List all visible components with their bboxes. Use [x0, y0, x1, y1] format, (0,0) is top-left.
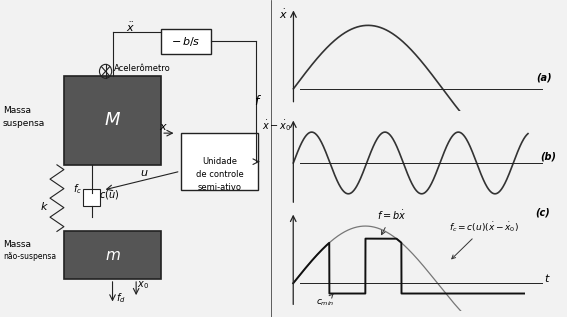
Text: semi-ativo: semi-ativo [197, 183, 242, 191]
Text: $f_d$: $f_d$ [116, 291, 126, 305]
Text: $M$: $M$ [104, 112, 121, 129]
Text: $t$: $t$ [544, 272, 551, 284]
Text: $-\,b/s$: $-\,b/s$ [171, 35, 201, 48]
Text: Massa: Massa [3, 107, 31, 115]
Text: $\dot{x}-\dot{x}_0$: $\dot{x}-\dot{x}_0$ [262, 119, 292, 133]
Text: $x$: $x$ [159, 122, 168, 132]
Text: não-suspensa: não-suspensa [3, 252, 56, 261]
Text: $c(u)$: $c(u)$ [99, 188, 119, 202]
FancyBboxPatch shape [64, 76, 161, 165]
Text: $f$: $f$ [255, 94, 263, 108]
Text: $x_0$: $x_0$ [137, 279, 149, 291]
Text: suspensa: suspensa [3, 119, 45, 128]
FancyBboxPatch shape [83, 189, 100, 206]
Text: (a): (a) [536, 72, 552, 82]
Text: Massa: Massa [3, 240, 31, 249]
Text: $k$: $k$ [40, 200, 49, 212]
Text: $\dot{x}$: $\dot{x}$ [278, 7, 287, 21]
Text: $f_c = c(u)(\dot{x} - \dot{x}_0)$: $f_c = c(u)(\dot{x} - \dot{x}_0)$ [449, 221, 519, 259]
Text: Acelerômetro: Acelerômetro [114, 64, 171, 73]
Text: $m$: $m$ [105, 248, 120, 263]
FancyBboxPatch shape [161, 29, 211, 54]
Text: (c): (c) [535, 208, 550, 218]
Text: $c_{min}$: $c_{min}$ [316, 294, 334, 308]
FancyBboxPatch shape [64, 231, 161, 279]
Text: de controle: de controle [196, 170, 243, 179]
Text: (b): (b) [540, 151, 557, 161]
FancyBboxPatch shape [180, 133, 259, 190]
Text: $f = b\dot{x}$: $f = b\dot{x}$ [376, 209, 406, 235]
Text: $\ddot{x}$: $\ddot{x}$ [126, 20, 135, 34]
Text: $f_c$: $f_c$ [73, 182, 82, 196]
Text: $u$: $u$ [140, 168, 149, 178]
Text: Unidade: Unidade [202, 157, 237, 166]
